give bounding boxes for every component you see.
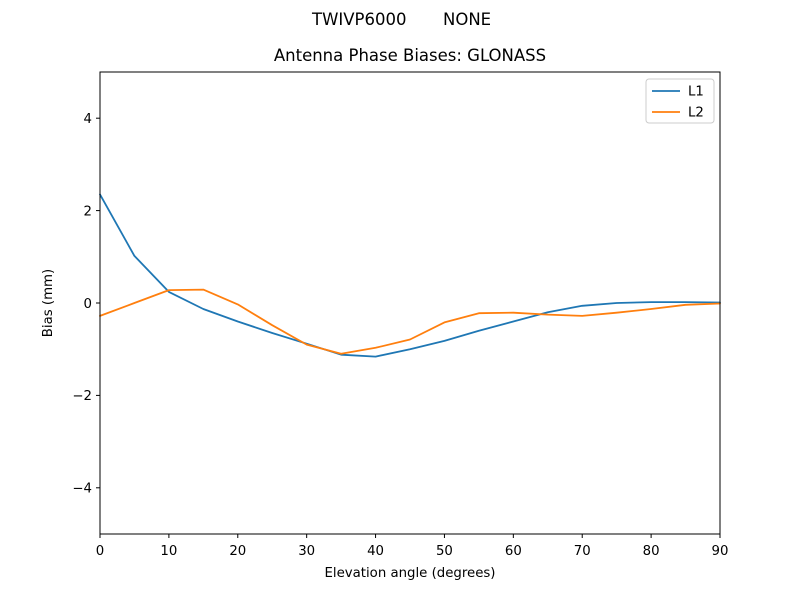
x-tick-label: 80 [643, 544, 660, 559]
figure-suptitle-receiver: TWIVP6000 [311, 10, 407, 29]
y-tick-label: −2 [72, 389, 92, 404]
legend: L1 L2 [645, 78, 715, 124]
series-line-l1 [99, 193, 721, 358]
legend-label-l2: L2 [688, 106, 704, 121]
x-tick-label: 10 [160, 544, 177, 559]
x-axis-label: Elevation angle (degrees) [324, 566, 495, 581]
y-tick-label: 2 [84, 204, 92, 219]
y-tick-label: −4 [72, 482, 92, 497]
x-tick-label: 90 [712, 544, 729, 559]
x-tick-label: 30 [298, 544, 315, 559]
x-tick-label: 40 [367, 544, 384, 559]
axis-ticks: 0 10 20 30 40 50 60 70 80 90 −4 −2 0 2 4 [72, 112, 728, 559]
y-tick-label: 4 [84, 112, 92, 127]
x-tick-label: 20 [229, 544, 246, 559]
series-line-l2 [99, 288, 721, 355]
plot-lines [99, 193, 721, 358]
x-tick-label: 60 [505, 544, 522, 559]
legend-label-l1: L1 [688, 85, 704, 100]
y-axis-label: Bias (mm) [41, 269, 56, 337]
y-tick-label: 0 [84, 297, 92, 312]
x-tick-label: 0 [96, 544, 104, 559]
axes-spines [99, 71, 721, 535]
x-tick-label: 50 [436, 544, 453, 559]
axes-title: Antenna Phase Biases: GLONASS [274, 46, 546, 65]
x-tick-label: 70 [574, 544, 591, 559]
figure-suptitle-dome: NONE [443, 10, 491, 29]
